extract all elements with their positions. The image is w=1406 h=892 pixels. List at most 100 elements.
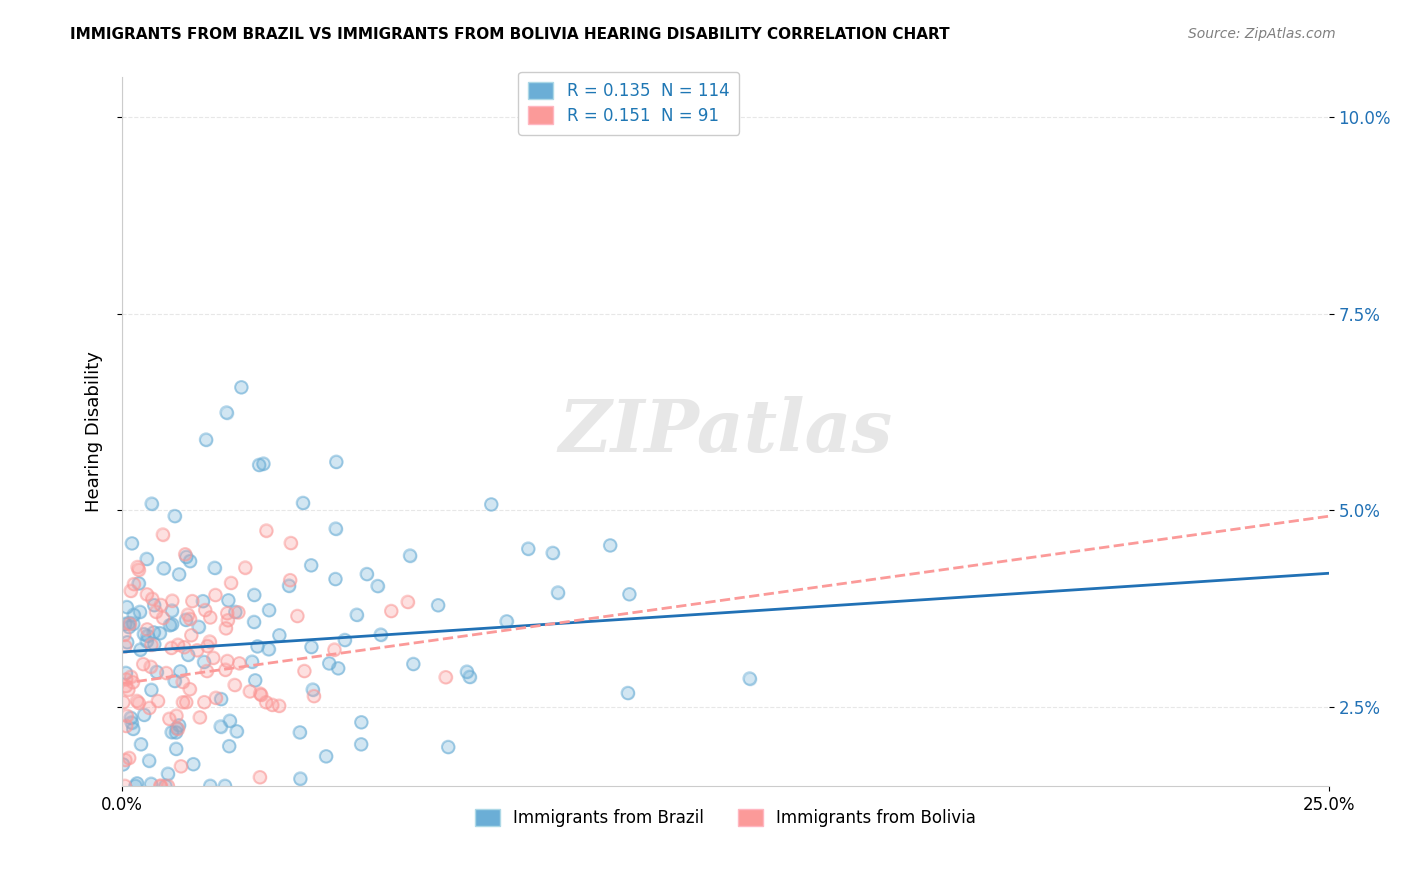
Point [217,613,239,627]
Immigrants from Bolivia [141,591,163,606]
Point [247,458,270,472]
Point [287,608,309,623]
Immigrants from Brazil [111,757,134,772]
Immigrants from Brazil [179,554,201,568]
Immigrants from Bolivia [254,524,277,538]
Point [197,639,219,653]
Immigrants from Bolivia [149,598,172,612]
Immigrants from Bolivia [262,698,284,712]
Point [179,682,201,697]
Immigrants from Brazil [177,648,200,662]
Immigrants from Bolivia [380,604,402,618]
Immigrants from Brazil [243,673,266,688]
Point [193,695,215,709]
Immigrants from Brazil [121,715,143,730]
Point [246,640,269,654]
Immigrants from Bolivia [166,722,188,736]
Point [132,657,155,671]
Immigrants from Bolivia [214,663,236,677]
Point [333,632,356,647]
Point [458,670,481,684]
Immigrants from Brazil [240,655,263,669]
Immigrants from Brazil [246,640,269,654]
Point [176,549,198,564]
Point [145,605,167,619]
Immigrants from Brazil [145,665,167,679]
Immigrants from Bolivia [278,573,301,587]
Immigrants from Brazil [427,599,450,613]
Point [112,695,135,709]
Immigrants from Brazil [479,498,502,512]
Point [228,657,250,671]
Point [301,640,323,654]
Point [163,673,186,688]
Point [179,612,201,626]
Point [193,655,215,669]
Immigrants from Bolivia [292,664,315,678]
Point [112,627,135,641]
Point [149,779,172,793]
Point [215,405,238,419]
Point [188,710,211,724]
Immigrants from Bolivia [174,695,197,709]
Point [254,695,277,709]
Immigrants from Bolivia [217,613,239,627]
Point [209,719,232,733]
Immigrants from Bolivia [114,753,136,767]
Point [155,779,177,793]
Immigrants from Brazil [290,772,312,786]
Immigrants from Brazil [269,628,291,642]
Immigrants from Brazil [169,665,191,679]
Immigrants from Bolivia [112,627,135,641]
Point [114,679,136,693]
Point [619,587,641,601]
Point [278,579,301,593]
Immigrants from Bolivia [177,607,200,622]
Immigrants from Bolivia [249,687,271,701]
Immigrants from Brazil [617,686,640,700]
Immigrants from Brazil [399,549,422,563]
Point [205,690,228,705]
Point [135,552,157,566]
Immigrants from Brazil [129,642,152,657]
Immigrants from Brazil [301,682,323,697]
Immigrants from Bolivia [205,690,228,705]
Point [165,741,187,756]
Immigrants from Bolivia [139,659,162,673]
Point [172,695,194,709]
Immigrants from Brazil [176,549,198,564]
Immigrants from Brazil [458,670,481,684]
Point [181,594,204,608]
Point [367,579,389,593]
Point [149,598,172,612]
Point [239,684,262,698]
Point [118,620,141,634]
Immigrants from Brazil [165,725,187,739]
Point [323,642,346,657]
Point [115,719,138,733]
Immigrants from Bolivia [197,639,219,653]
Immigrants from Brazil [325,572,347,586]
Immigrants from Brazil [155,779,177,793]
Point [149,779,172,793]
Point [138,754,160,768]
Immigrants from Bolivia [132,657,155,671]
Immigrants from Bolivia [179,682,201,697]
Point [129,642,152,657]
Immigrants from Bolivia [249,770,271,784]
Point [125,776,148,790]
Point [166,708,188,723]
Point [302,689,325,703]
Point [173,640,195,655]
Immigrants from Brazil [152,561,174,575]
Immigrants from Bolivia [120,583,142,598]
Point [179,554,201,568]
Point [114,779,136,793]
Point [233,560,256,574]
Point [346,607,368,622]
Point [159,618,181,632]
Point [174,613,197,627]
Immigrants from Brazil [167,718,190,732]
Point [495,615,517,629]
Immigrants from Brazil [437,739,460,754]
